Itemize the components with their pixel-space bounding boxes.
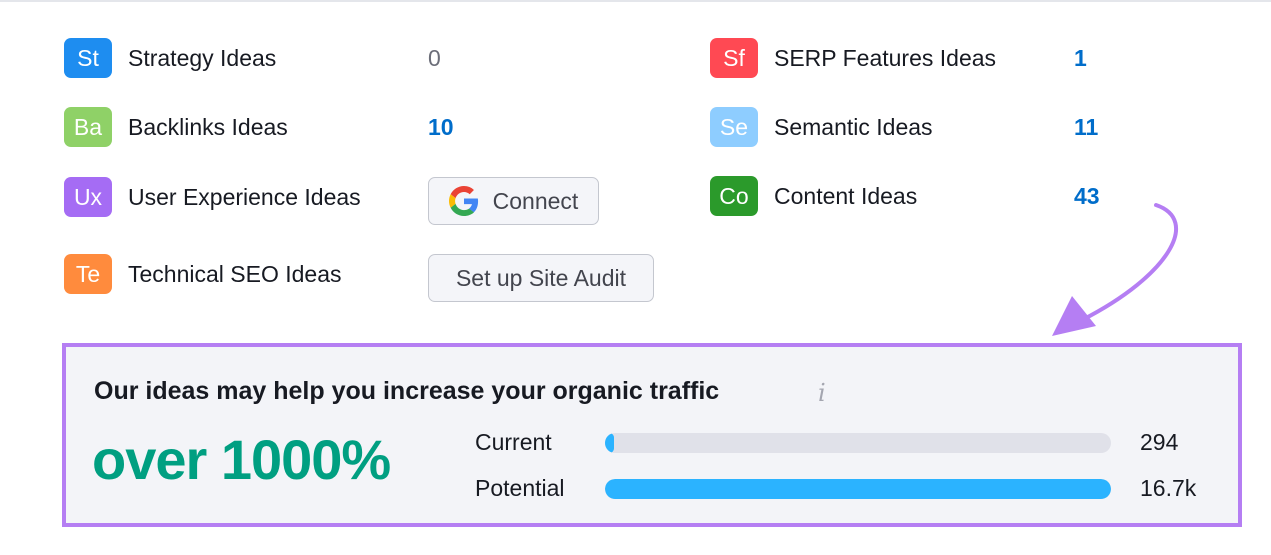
potential-value: 16.7k xyxy=(1140,475,1197,501)
idea-label-serp-features[interactable]: SERP Features Ideas xyxy=(774,44,997,71)
strategy-badge-icon: St xyxy=(64,38,112,78)
user-experience-badge-icon: Ux xyxy=(64,177,112,217)
connect-button-label: Connect xyxy=(492,187,579,214)
idea-label-semantic[interactable]: Semantic Ideas xyxy=(774,113,933,140)
idea-row-backlinks[interactable]: Ba Backlinks Ideas xyxy=(64,107,288,147)
content-count-link[interactable]: 43 xyxy=(1074,183,1100,209)
current-value: 294 xyxy=(1140,429,1179,455)
panel-title: Our ideas may help you increase your org… xyxy=(94,377,720,405)
idea-row-strategy[interactable]: St Strategy Ideas xyxy=(64,38,276,78)
idea-label-technical-seo[interactable]: Technical SEO Ideas xyxy=(128,260,342,287)
info-icon[interactable]: i xyxy=(818,379,826,407)
potential-progress-fill xyxy=(605,479,1111,499)
idea-row-content[interactable]: Co Content Ideas xyxy=(710,176,917,216)
current-progress-fill xyxy=(605,433,615,453)
idea-label-backlinks[interactable]: Backlinks Ideas xyxy=(128,113,288,140)
current-progress-bar xyxy=(605,433,1111,453)
semantic-badge-icon: Se xyxy=(710,107,758,147)
strategy-count: 0 xyxy=(428,45,441,71)
potential-bar-label: Potential xyxy=(475,475,565,501)
potential-progress-bar xyxy=(605,479,1111,499)
serp-features-badge-icon: Sf xyxy=(710,38,758,78)
traffic-potential-panel: Our ideas may help you increase your org… xyxy=(62,343,1242,527)
semantic-count-link[interactable]: 11 xyxy=(1074,114,1099,140)
top-divider xyxy=(0,0,1271,2)
backlinks-badge-icon: Ba xyxy=(64,107,112,147)
connect-button[interactable]: Connect xyxy=(428,177,599,225)
idea-label-strategy[interactable]: Strategy Ideas xyxy=(128,44,277,71)
serp-count-link[interactable]: 1 xyxy=(1074,45,1087,71)
traffic-increase-headline: over 1000% xyxy=(92,428,391,491)
google-g-icon xyxy=(448,186,478,216)
idea-row-semantic[interactable]: Se Semantic Ideas xyxy=(710,107,933,147)
idea-row-technical-seo[interactable]: Te Technical SEO Ideas xyxy=(64,254,342,294)
technical-seo-badge-icon: Te xyxy=(64,254,112,294)
idea-row-serp-features[interactable]: Sf SERP Features Ideas xyxy=(710,38,996,78)
idea-row-user-experience[interactable]: Ux User Experience Ideas xyxy=(64,177,361,217)
site-audit-button-label: Set up Site Audit xyxy=(455,264,627,291)
backlinks-count-link[interactable]: 10 xyxy=(428,114,454,140)
set-up-site-audit-button[interactable]: Set up Site Audit xyxy=(428,254,654,302)
idea-label-content[interactable]: Content Ideas xyxy=(774,182,918,209)
content-badge-icon: Co xyxy=(710,176,758,216)
idea-label-user-experience[interactable]: User Experience Ideas xyxy=(128,183,361,210)
current-bar-label: Current xyxy=(475,429,552,455)
